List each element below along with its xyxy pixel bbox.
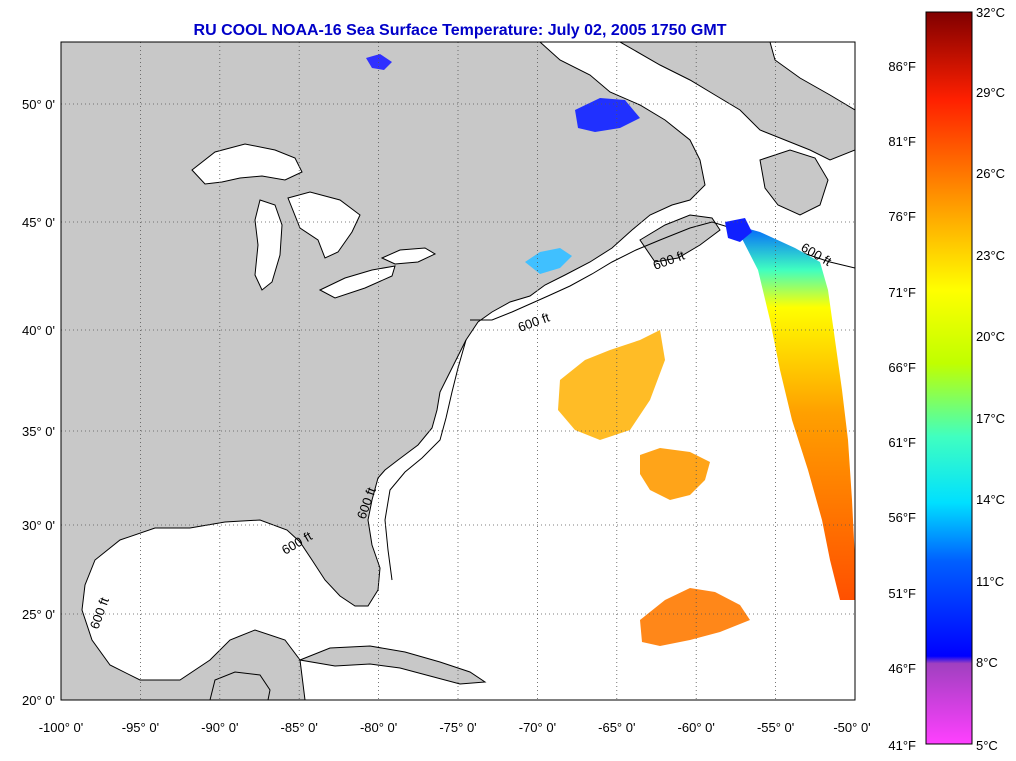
celsius-label: 20°C: [976, 329, 1005, 344]
fahrenheit-label: 46°F: [888, 661, 916, 676]
lon-tick-label: -60° 0': [678, 720, 715, 735]
sst-patch-gulf-st-lawrence: [575, 98, 640, 132]
fahrenheit-label: 76°F: [888, 209, 916, 224]
land-labrador: [618, 42, 855, 161]
lat-tick-label: 30° 0': [22, 518, 55, 533]
lake-huron: [287, 191, 361, 259]
fahrenheit-label: 86°F: [888, 59, 916, 74]
lat-tick-label: 20° 0': [22, 693, 55, 708]
lake-erie: [318, 265, 396, 299]
fahrenheit-label: 51°F: [888, 586, 916, 601]
colorbar-fahrenheit-labels: 41°F 46°F 51°F 56°F 61°F 66°F 71°F 76°F …: [888, 59, 916, 753]
map-title: RU COOL NOAA-16 Sea Surface Temperature:…: [193, 22, 727, 39]
sst-patch-gulf-stream: [640, 448, 710, 500]
plot-frame: [60, 41, 856, 701]
lat-tick-label: 40° 0': [22, 323, 55, 338]
lon-tick-label: -75° 0': [439, 720, 476, 735]
celsius-label: 5°C: [976, 738, 998, 753]
land-newfoundland: [759, 149, 829, 216]
lat-tick-label: 25° 0': [22, 607, 55, 622]
lon-tick-label: -65° 0': [598, 720, 635, 735]
celsius-label: 14°C: [976, 492, 1005, 507]
fahrenheit-label: 61°F: [888, 435, 916, 450]
celsius-label: 32°C: [976, 5, 1005, 20]
lake-michigan: [254, 199, 283, 291]
sst-patch-cabot: [725, 218, 752, 242]
celsius-label: 8°C: [976, 655, 998, 670]
lon-tick-label: -55° 0': [757, 720, 794, 735]
lon-tick-label: -85° 0': [281, 720, 318, 735]
colorbar: [925, 11, 973, 745]
sst-patch-maine: [525, 248, 572, 274]
grid-lines: [61, 42, 855, 700]
lon-tick-label: -95° 0': [122, 720, 159, 735]
celsius-label: 11°C: [976, 574, 1004, 589]
fahrenheit-label: 66°F: [888, 360, 916, 375]
lon-tick-label: -90° 0': [201, 720, 238, 735]
sst-patch-sargasso: [640, 588, 750, 646]
lon-tick-label: -70° 0': [519, 720, 556, 735]
celsius-label: 26°C: [976, 166, 1005, 181]
celsius-label: 17°C: [976, 411, 1005, 426]
land-yucatan: [209, 671, 271, 700]
lat-tick-label: 45° 0': [22, 215, 55, 230]
celsius-label: 29°C: [976, 85, 1005, 100]
colorbar-celsius-labels: 5°C 8°C 11°C 14°C 17°C 20°C 23°C 26°C 29…: [976, 5, 1005, 753]
fahrenheit-label: 81°F: [888, 134, 916, 149]
lon-tick-label: -50° 0': [833, 720, 870, 735]
isobath-contour-south: [384, 339, 467, 581]
fahrenheit-label: 71°F: [888, 285, 916, 300]
lat-tick-label: 50° 0': [22, 97, 55, 112]
lake-ontario: [380, 247, 437, 265]
fahrenheit-label: 56°F: [888, 510, 916, 525]
fahrenheit-label: 41°F: [888, 738, 916, 753]
lat-tick-label: 35° 0': [22, 424, 55, 439]
sst-patch-mid: [558, 330, 665, 440]
sst-swath-east: [735, 225, 855, 600]
celsius-label: 23°C: [976, 248, 1005, 263]
land-north-america: [61, 42, 706, 700]
lon-tick-label: -80° 0': [360, 720, 397, 735]
lat-tick-labels: 20° 0' 25° 0' 30° 0' 35° 0' 40° 0' 45° 0…: [22, 97, 55, 708]
lon-tick-label: -100° 0': [39, 720, 84, 735]
lon-tick-labels: -100° 0' -95° 0' -90° 0' -85° 0' -80° 0'…: [39, 720, 871, 735]
land-cuba: [298, 645, 487, 685]
